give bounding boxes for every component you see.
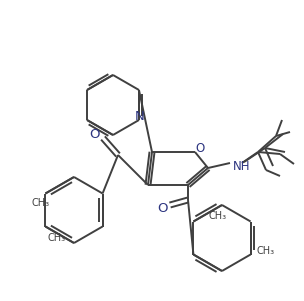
Text: CH₃: CH₃ bbox=[209, 211, 227, 221]
Text: CH₃: CH₃ bbox=[48, 233, 66, 243]
Text: N: N bbox=[135, 110, 145, 123]
Text: O: O bbox=[90, 129, 100, 141]
Text: CH₃: CH₃ bbox=[257, 246, 275, 256]
Text: O: O bbox=[195, 141, 205, 154]
Text: CH₃: CH₃ bbox=[31, 198, 50, 209]
Text: O: O bbox=[157, 201, 167, 215]
Text: NH: NH bbox=[233, 160, 250, 172]
